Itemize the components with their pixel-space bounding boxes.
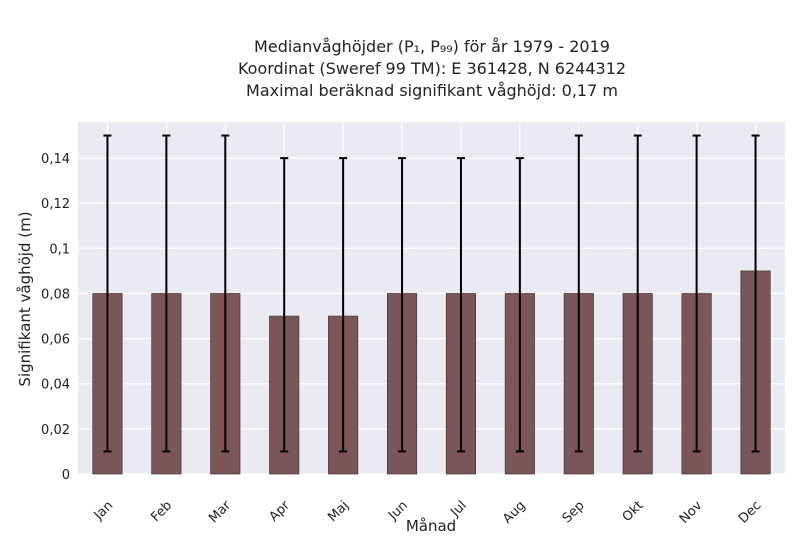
x-tick-label: Maj [325,498,352,525]
x-tick-label: Mar [206,498,234,526]
chart-title: Medianvåghöjder (P₁, P₉₉) för år 1979 - … [238,37,626,100]
x-tick-label: Nov [677,498,706,527]
x-tick-label: Okt [620,498,647,525]
error-bars [103,134,760,453]
y-tick-label: 0,14 [41,152,70,167]
y-tick-label: 0,02 [41,423,70,438]
y-tick-label: 0,12 [41,197,70,212]
x-tick-label: Aug [500,498,529,527]
y-tick-label: 0 [62,468,70,483]
x-axis-label: Månad [406,517,456,535]
x-tick-label: Sep [560,498,588,526]
x-tick-label: Feb [148,498,175,525]
chart-title-line-2: Koordinat (Sweref 99 TM): E 361428, N 62… [238,59,626,78]
x-tick-label: Jan [91,498,116,523]
x-tick-label: Dec [736,498,764,526]
plot-area [78,122,785,474]
y-axis-ticks: 0 0,02 0,04 0,06 0,08 0,1 0,12 0,14 [41,152,70,483]
y-tick-label: 0,06 [41,333,70,348]
y-tick-label: 0,08 [41,287,70,302]
y-tick-label: 0,04 [41,378,70,393]
chart-title-line-3: Maximal beräknad signifikant våghöjd: 0,… [246,81,618,100]
y-axis-label: Signifikant våghöjd (m) [16,211,34,386]
chart-title-line-1: Medianvåghöjder (P₁, P₉₉) för år 1979 - … [254,37,610,56]
y-tick-label: 0,1 [49,242,70,257]
x-tick-label: Apr [267,498,294,525]
